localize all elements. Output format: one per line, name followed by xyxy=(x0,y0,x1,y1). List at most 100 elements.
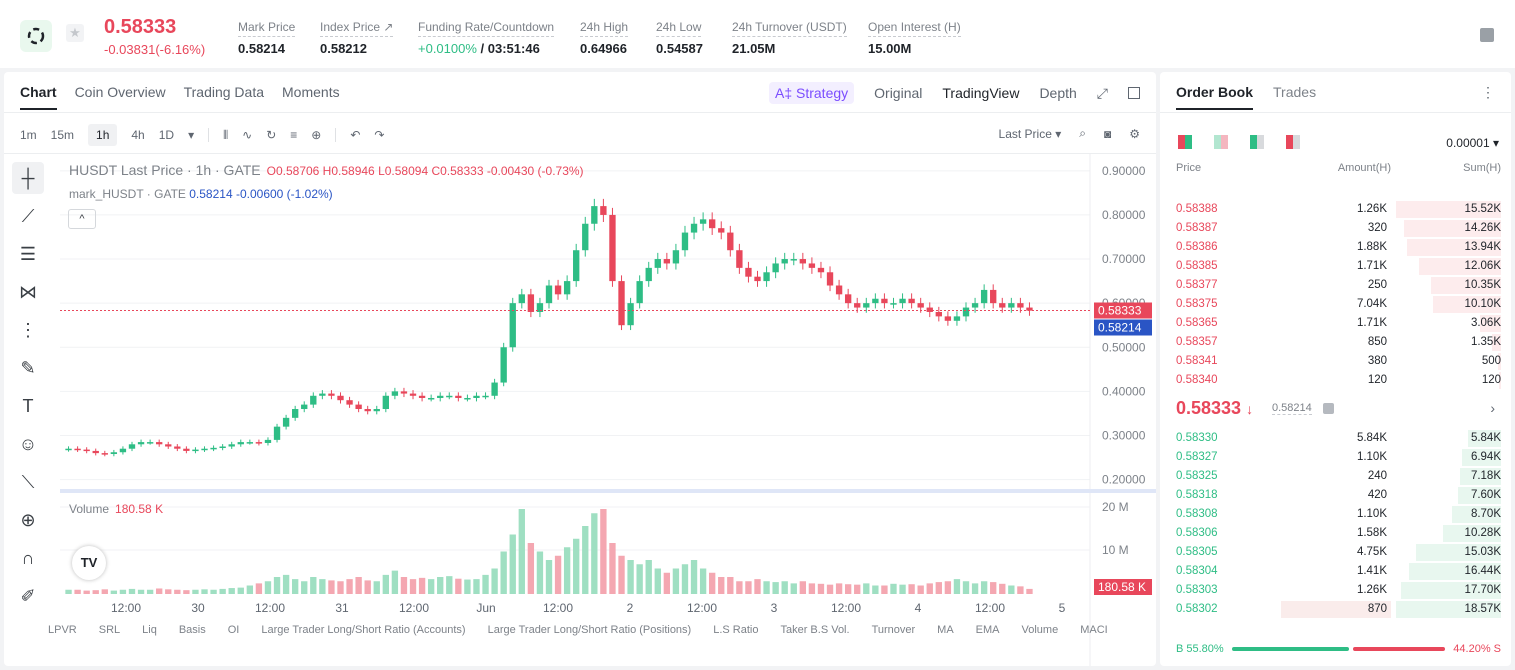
volume-badge xyxy=(1094,579,1152,595)
horizontal-lines-icon[interactable]: ☰ xyxy=(19,243,37,264)
timeframe-1d[interactable]: 1D xyxy=(158,128,175,142)
stat-index-price[interactable]: Index Price ↗ 0.58212 xyxy=(320,20,394,56)
view-original[interactable]: Original xyxy=(874,85,923,101)
strategy-button[interactable]: A‡ Strategy xyxy=(768,82,855,104)
indicator-item[interactable]: SRL xyxy=(98,624,121,636)
indicator-item[interactable]: MACI xyxy=(1080,624,1108,636)
volume-bar xyxy=(854,584,861,594)
crosshair-icon[interactable]: ┼ xyxy=(12,162,44,194)
camera-icon[interactable]: ◙ xyxy=(1103,126,1112,141)
indicator-item[interactable]: Large Trader Long/Short Ratio (Accounts) xyxy=(261,624,466,636)
view-depth[interactable]: Depth xyxy=(1039,85,1077,101)
precision-select[interactable]: 0.00001 ▾ xyxy=(1446,136,1499,150)
indicator-item[interactable]: Turnover xyxy=(871,624,916,636)
undo-icon[interactable]: ↶ xyxy=(350,128,361,142)
ask-sum: 10.10K xyxy=(1464,298,1501,310)
gear-icon[interactable]: ⚙ xyxy=(1129,126,1140,141)
text-icon[interactable]: T xyxy=(22,395,34,416)
ask-row[interactable]: 0.58340 120 120 xyxy=(1160,371,1511,390)
bid-depth-bar xyxy=(1443,525,1501,542)
ask-row[interactable]: 0.58365 1.71K 3.06K xyxy=(1160,314,1511,333)
ask-row[interactable]: 0.58377 250 10.35K xyxy=(1160,276,1511,295)
template-icon[interactable]: ≡ xyxy=(290,128,298,142)
redo-icon[interactable]: ↷ xyxy=(374,128,385,142)
price-chart[interactable]: 0.900000.800000.700000.600000.500000.400… xyxy=(60,154,1156,666)
tab-trades[interactable]: Trades xyxy=(1273,84,1317,100)
collapse-legend-button[interactable]: ^ xyxy=(68,209,96,229)
indicator-item[interactable]: Basis xyxy=(178,624,206,636)
add-indicator-icon[interactable]: ⊕ xyxy=(311,128,322,142)
volume-bar xyxy=(527,543,535,594)
bid-row[interactable]: 0.58305 4.75K 15.03K xyxy=(1160,543,1511,562)
window-icon[interactable] xyxy=(1128,87,1140,99)
ask-row[interactable]: 0.58387 320 14.26K xyxy=(1160,219,1511,238)
bid-row[interactable]: 0.58308 1.10K 8.70K xyxy=(1160,505,1511,524)
bid-row[interactable]: 0.58330 5.84K 5.84K xyxy=(1160,429,1511,448)
tab-order-book[interactable]: Order Book xyxy=(1176,84,1254,110)
ask-row[interactable]: 0.58385 1.71K 12.06K xyxy=(1160,257,1511,276)
indicator-item[interactable]: L.S Ratio xyxy=(713,624,759,636)
timeframe-4h[interactable]: 4h xyxy=(131,128,145,142)
indicator-item[interactable]: Liq xyxy=(142,624,157,636)
replay-icon[interactable]: ↻ xyxy=(266,128,277,142)
ask-row[interactable]: 0.58357 850 1.35K xyxy=(1160,333,1511,352)
bid-row[interactable]: 0.58302 870 18.57K xyxy=(1160,600,1511,619)
candle-type-icon[interactable]: ⫴ xyxy=(223,127,229,142)
ask-row[interactable]: 0.58388 1.26K 15.52K xyxy=(1160,200,1511,219)
last-price-select[interactable]: Last Price ▾ xyxy=(998,126,1062,141)
pencil-lock-icon[interactable]: ✐ xyxy=(20,585,36,606)
bid-row[interactable]: 0.58318 420 7.60K xyxy=(1160,486,1511,505)
book-icon[interactable] xyxy=(1480,28,1494,42)
magnet-icon[interactable]: ∩ xyxy=(21,547,35,568)
stat-24h-turnover: 24h Turnover (USDT) 21.05M xyxy=(732,20,847,56)
pattern-icon[interactable]: ⋈ xyxy=(19,281,37,302)
fib-icon[interactable]: ⋮ xyxy=(19,319,37,340)
ticker-header: ★ 0.58333 -0.03831(-6.16%) Mark Price 0.5… xyxy=(0,0,1515,68)
tradingview-logo[interactable]: TV xyxy=(72,546,106,580)
volume-bar xyxy=(609,543,616,594)
chevron-right-icon[interactable]: › xyxy=(1490,400,1495,416)
view-tradingview[interactable]: TradingView xyxy=(942,85,1020,101)
buy-sell-ratio: B 55.80% 44.20% S xyxy=(1176,643,1501,655)
indicator-item[interactable]: LPVR xyxy=(48,624,77,636)
indicator-item[interactable]: Large Trader Long/Short Ratio (Positions… xyxy=(487,624,692,636)
tab-trading-data[interactable]: Trading Data xyxy=(183,84,265,100)
timeframe-15m[interactable]: 15m xyxy=(50,128,75,142)
bid-row[interactable]: 0.58304 1.41K 16.44K xyxy=(1160,562,1511,581)
expand-icon[interactable]: ⤢ xyxy=(1096,84,1108,101)
search-icon[interactable]: ⌕ xyxy=(1079,126,1086,140)
favorite-star-icon[interactable]: ★ xyxy=(66,24,84,42)
indicator-item[interactable]: Taker B.S Vol. xyxy=(780,624,850,636)
chevron-down-icon[interactable]: ▾ xyxy=(188,128,195,142)
bid-row[interactable]: 0.58325 240 7.18K xyxy=(1160,467,1511,486)
zoom-in-icon[interactable]: ⊕ xyxy=(20,509,36,530)
brush-icon[interactable]: ✎ xyxy=(20,357,36,378)
tab-chart[interactable]: Chart xyxy=(20,84,57,110)
bid-row[interactable]: 0.58306 1.58K 10.28K xyxy=(1160,524,1511,543)
indicator-item[interactable]: MA xyxy=(937,624,954,636)
indicator-item[interactable]: OI xyxy=(227,624,240,636)
emoji-icon[interactable]: ☺ xyxy=(18,433,38,454)
bid-row[interactable]: 0.58327 1.10K 6.94K xyxy=(1160,448,1511,467)
candle-body xyxy=(854,303,861,308)
price-axis-label: 0.50000 xyxy=(1102,340,1146,354)
ruler-icon[interactable]: ⟍ xyxy=(21,471,35,492)
indicator-item[interactable]: EMA xyxy=(975,624,1000,636)
ask-row[interactable]: 0.58375 7.04K 10.10K xyxy=(1160,295,1511,314)
info-icon[interactable] xyxy=(1323,403,1334,414)
timeframe-1h[interactable]: 1h xyxy=(88,124,118,146)
bid-row[interactable]: 0.58303 1.26K 17.70K xyxy=(1160,581,1511,600)
more-icon[interactable]: ⋮ xyxy=(1481,84,1495,100)
layout-bids-icon[interactable] xyxy=(1250,135,1264,149)
trendline-icon[interactable]: ⟋ xyxy=(21,205,35,226)
ask-row[interactable]: 0.58341 380 500 xyxy=(1160,352,1511,371)
tab-moments[interactable]: Moments xyxy=(282,84,340,100)
tab-coin-overview[interactable]: Coin Overview xyxy=(74,84,166,100)
timeframe-1m[interactable]: 1m xyxy=(20,128,37,142)
layout-both-icon[interactable] xyxy=(1178,135,1192,149)
layout-asks-icon[interactable] xyxy=(1286,135,1300,149)
layout-mixed-icon[interactable] xyxy=(1214,135,1228,149)
ask-row[interactable]: 0.58386 1.88K 13.94K xyxy=(1160,238,1511,257)
indicator-item[interactable]: Volume xyxy=(1021,624,1059,636)
indicators-icon[interactable]: ∿ xyxy=(242,128,253,142)
